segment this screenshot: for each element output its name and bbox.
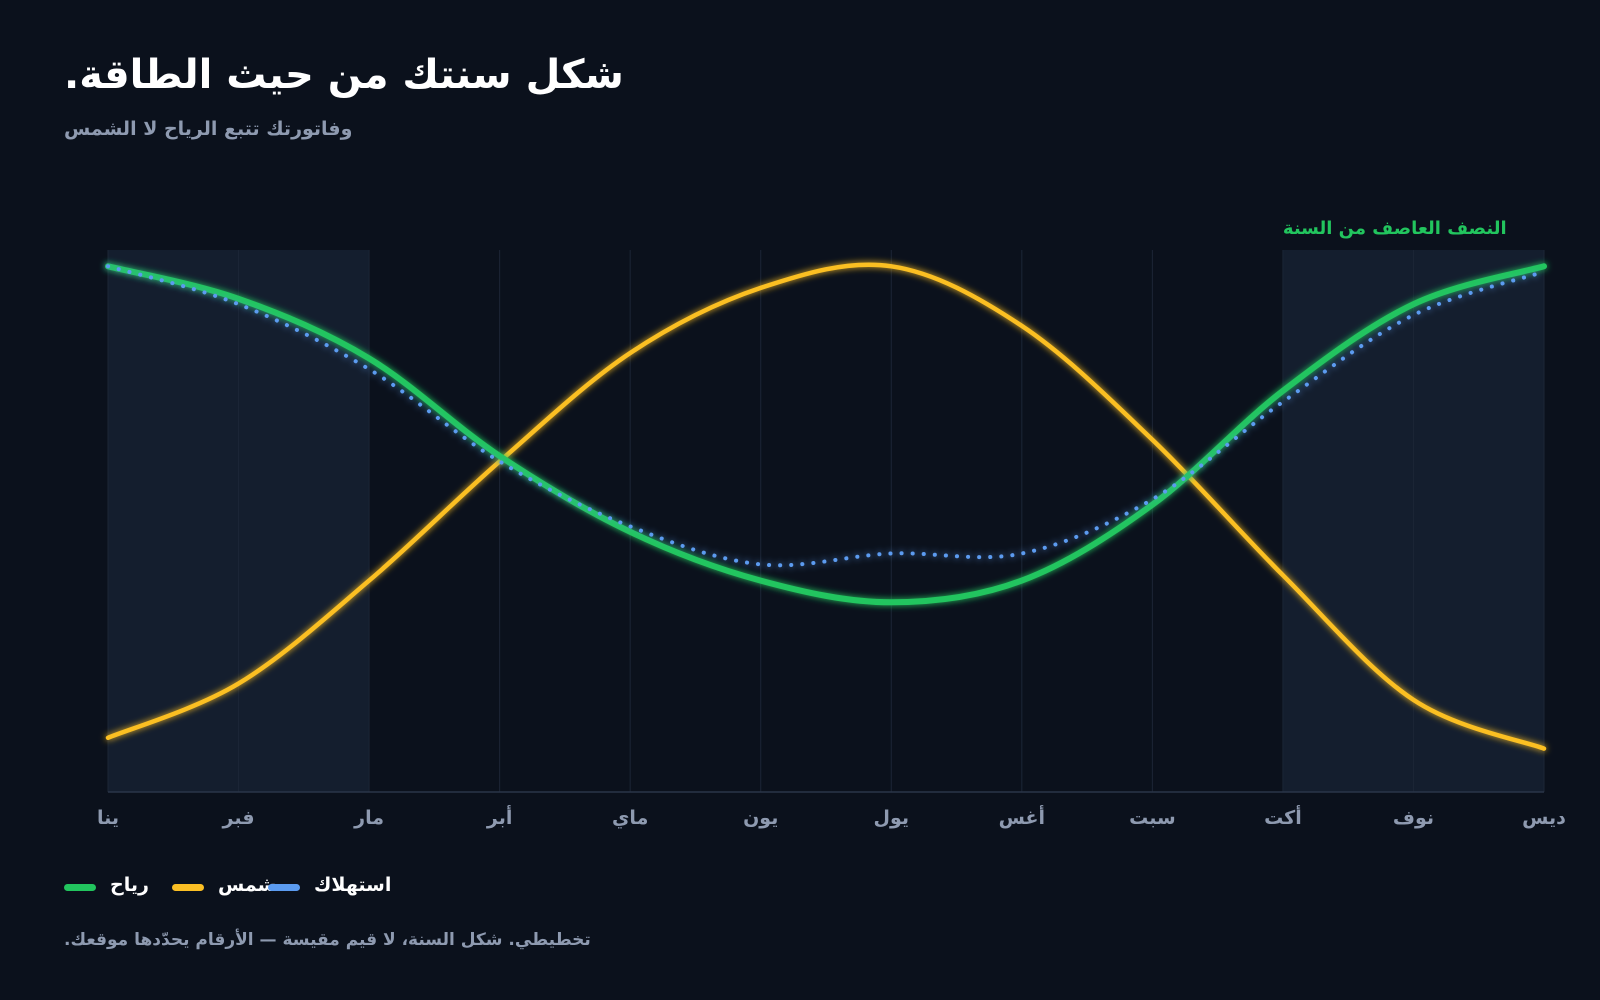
- x-tick-label-7: يول: [873, 807, 909, 829]
- x-tick-label-6: يون: [743, 807, 778, 829]
- page-subtitle: وفاتورتك تتبع الرياح لا الشمس: [64, 118, 353, 140]
- x-tick-label-3: مار: [353, 807, 384, 829]
- x-tick-label-9: سبت: [1129, 807, 1176, 829]
- x-tick-label-8: أغس: [999, 805, 1045, 829]
- page-title: شكل سنتك من حيث الطاقة.: [64, 52, 624, 98]
- chart-footnote: تخطيطي. شكل السنة، لا قيم مقيسة — الأرقا…: [64, 930, 591, 950]
- x-tick-label-5: ماي: [612, 807, 648, 830]
- x-tick-label-4: أبر: [486, 805, 512, 829]
- x-tick-label-10: أكت: [1264, 805, 1302, 829]
- x-tick-label-2: فبر: [222, 807, 255, 829]
- series-line-sun: [105, 262, 1547, 751]
- legend-swatch-consumption: [268, 884, 300, 891]
- series-line-consumption: [106, 264, 1546, 568]
- series-line-wind: [105, 263, 1547, 606]
- x-tick-label-11: نوف: [1393, 807, 1434, 829]
- legend-label-sun: شمس: [218, 874, 277, 896]
- legend-label-wind: رياح: [110, 874, 149, 896]
- legend-swatch-wind: [64, 884, 96, 891]
- stormy-season-label: النصف العاصف من السنة: [1283, 218, 1507, 239]
- legend-label-consumption: استهلاك: [314, 874, 392, 896]
- x-tick-label-1: ينا: [97, 807, 119, 829]
- legend-swatch-sun: [172, 884, 204, 891]
- x-tick-label-12: ديس: [1522, 807, 1566, 829]
